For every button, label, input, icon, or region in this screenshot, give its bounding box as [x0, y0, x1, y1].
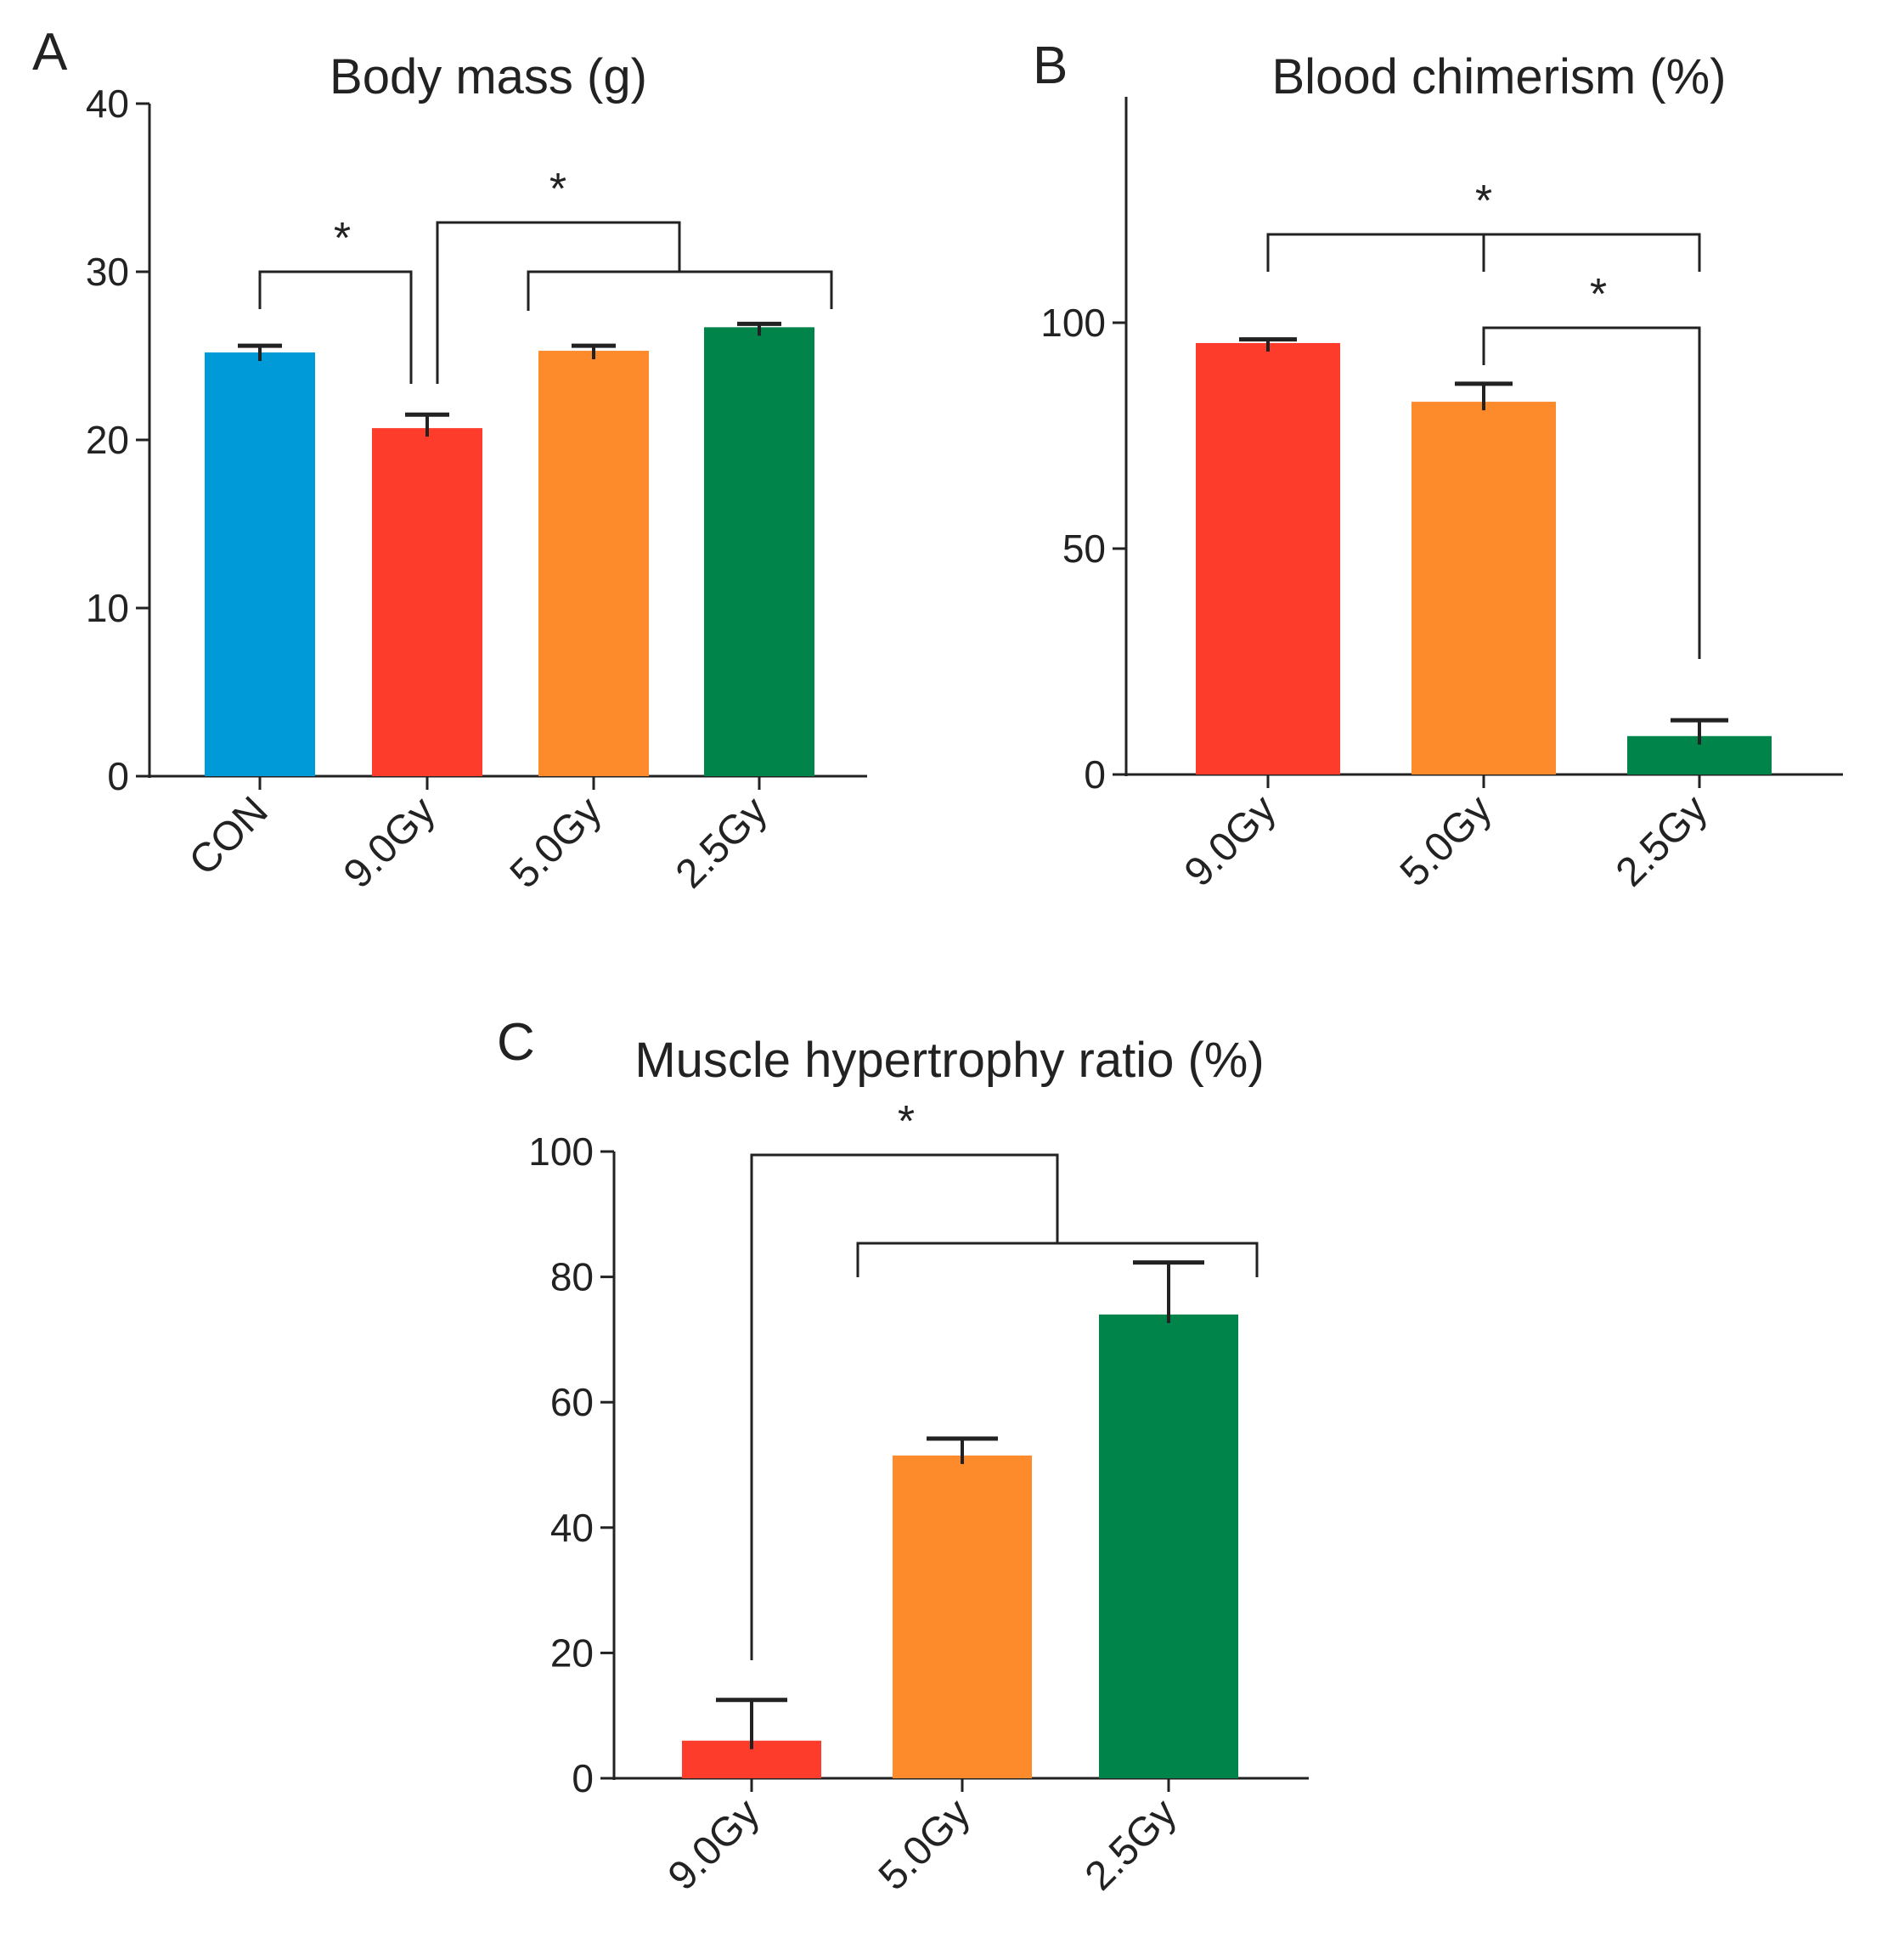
panel-b-letter: B: [1033, 37, 1068, 95]
panel-a-bar-2-5gy: [704, 327, 814, 776]
panel-b-bar-9-0gy: [1196, 343, 1340, 774]
panel-c-significance-star: *: [898, 1097, 915, 1146]
panel-c-y-tick-label: 100: [528, 1129, 594, 1174]
panel-a-category-label: CON: [181, 788, 277, 884]
panel-b-y-tick-label: 0: [1084, 752, 1106, 797]
panel-b-significance-star: *: [1590, 270, 1607, 319]
panel-b-y-tick-label: 50: [1062, 527, 1106, 571]
panel-c-bar-2-5gy: [1099, 1315, 1238, 1778]
panel-c-significance-bracket: [858, 1243, 1257, 1277]
panel-c-y-tick-label: 20: [550, 1631, 594, 1675]
panel-b-category-label: 5.0Gy: [1392, 786, 1501, 895]
panel-b-category-label: 2.5Gy: [1608, 786, 1716, 895]
panel-b: B Blood chimerism (%) 0 50 100 9.0Gy 5.0Gy 2.…: [1033, 37, 1843, 895]
panel-a-significance-bracket: [528, 272, 831, 311]
panel-a-category-label: 2.5Gy: [668, 788, 776, 897]
panel-b-bar-5-0gy: [1412, 402, 1556, 774]
panel-a-bar-con: [205, 352, 315, 776]
panel-c-y-tick-label: 0: [572, 1756, 594, 1800]
panel-b-y-tick-label: 100: [1040, 301, 1106, 345]
panel-a-letter: A: [32, 23, 68, 82]
panel-a-y-tick-label: 40: [86, 82, 129, 126]
panel-a-y-tick-label: 20: [86, 418, 129, 462]
panel-b-significance-star: *: [1475, 177, 1492, 226]
panel-a-significance-star: *: [549, 165, 566, 214]
panel-a-category-label: 5.0Gy: [502, 788, 611, 897]
panel-c-category-label: 9.0Gy: [660, 1790, 769, 1899]
panel-a: A Body mass (g) 0 10 20 30 40 CON 9.0Gy 5.0Gy 2.…: [32, 23, 867, 897]
panel-c: C Muscle hypertrophy ratio (%) 0 20 40 60 80…: [497, 1013, 1309, 1899]
panel-a-significance-star: *: [334, 214, 351, 263]
panel-a-bar-9-0gy: [372, 428, 482, 776]
panel-c-title: Muscle hypertrophy ratio (%): [634, 1033, 1264, 1088]
panel-b-category-label: 9.0Gy: [1176, 786, 1285, 895]
panel-c-y-tick-label: 80: [550, 1255, 594, 1299]
panel-c-category-label: 2.5Gy: [1077, 1790, 1186, 1899]
panel-a-y-tick-label: 10: [86, 586, 129, 630]
panel-c-letter: C: [497, 1013, 535, 1072]
panel-b-title: Blood chimerism (%): [1272, 49, 1727, 104]
panel-a-y-tick-label: 30: [86, 250, 129, 294]
panel-c-category-label: 5.0Gy: [871, 1790, 979, 1899]
panel-a-title: Body mass (g): [330, 49, 647, 104]
panel-c-y-tick-label: 60: [550, 1380, 594, 1424]
panel-c-y-tick-label: 40: [550, 1506, 594, 1550]
panel-a-bar-5-0gy: [538, 351, 649, 776]
figure: A Body mass (g) 0 10 20 30 40 CON 9.0Gy 5.0Gy 2.…: [0, 0, 1899, 1960]
panel-a-y-tick-label: 0: [107, 754, 129, 798]
panel-a-category-label: 9.0Gy: [335, 788, 444, 897]
panel-c-bar-5-0gy: [893, 1456, 1032, 1778]
